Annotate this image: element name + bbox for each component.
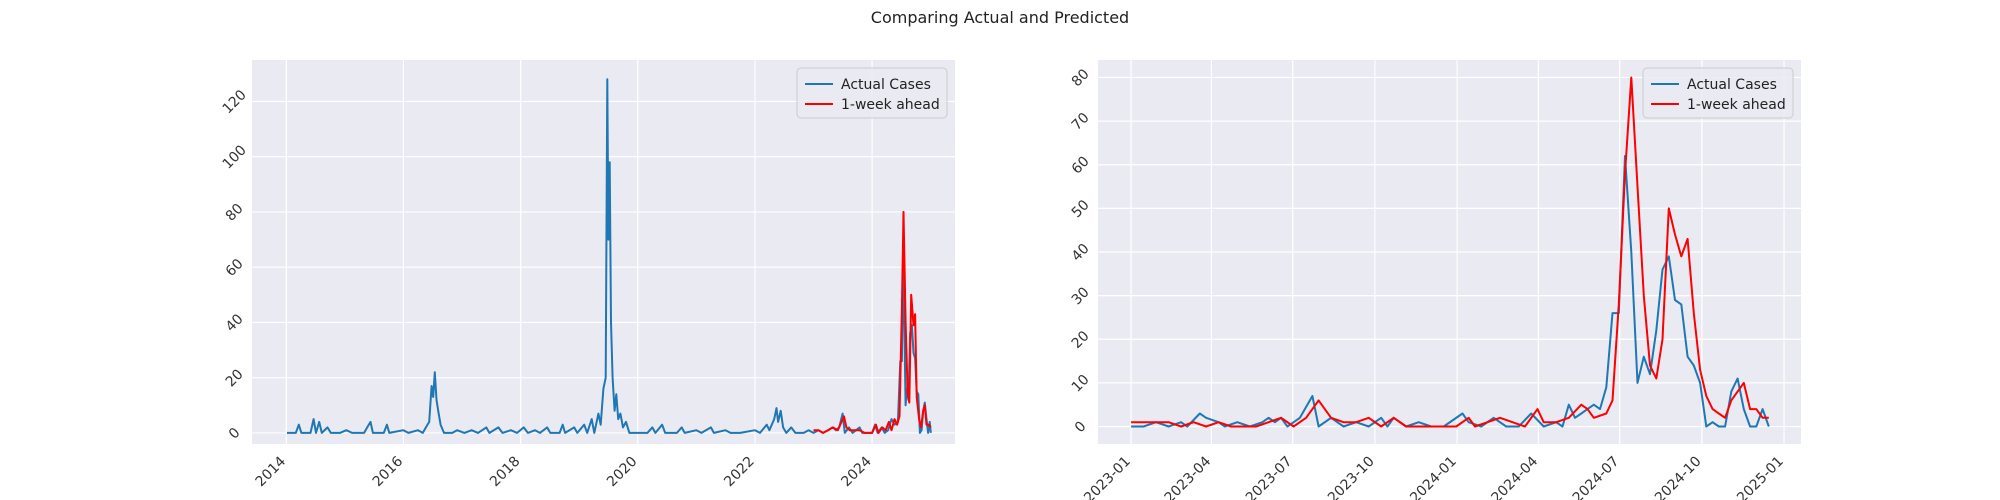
legend-label: 1-week ahead xyxy=(1687,97,1786,113)
series-line-2 xyxy=(813,210,932,434)
y-tick-label: 20 xyxy=(223,366,247,390)
y-tick-label: 40 xyxy=(1069,241,1093,265)
y-tick-label: 20 xyxy=(1069,328,1093,352)
y-tick-label: 60 xyxy=(1069,153,1093,177)
y-tick-label: 30 xyxy=(1069,284,1093,308)
y-tick-label: 70 xyxy=(1069,110,1093,134)
x-tick-label: 2014 xyxy=(253,453,290,490)
legend: Actual Cases 1-week ahead xyxy=(1642,67,1794,119)
y-tick-label: 80 xyxy=(223,201,247,225)
series-line-1 xyxy=(287,78,932,434)
series-line-1 xyxy=(1131,155,1770,428)
x-tick-label: 2022 xyxy=(721,454,758,491)
x-tick-label: 2023-07 xyxy=(1243,454,1296,500)
y-tick-label: 10 xyxy=(1069,372,1093,396)
legend-box xyxy=(796,67,948,119)
legend: Actual Cases 1-week ahead xyxy=(796,67,948,119)
x-tick-label: 2024-07 xyxy=(1570,454,1623,500)
chart-panel-2: 0 10 20 30 40 50 60 70 80 2023-01 2023-04 2023-07 20… xyxy=(1069,60,1801,500)
series-line-2 xyxy=(1131,76,1769,428)
y-tick-label: 100 xyxy=(220,142,250,172)
legend-label: Actual Cases xyxy=(841,77,931,93)
y-tick-label: 0 xyxy=(1072,418,1090,436)
legend-label: 1-week ahead xyxy=(841,97,940,113)
x-tick-label: 2024-10 xyxy=(1652,454,1705,500)
y-tick-label: 60 xyxy=(223,256,247,280)
y-tick-label: 80 xyxy=(1069,66,1093,90)
y-tick-label: 120 xyxy=(220,87,250,117)
legend-label: Actual Cases xyxy=(1687,77,1777,93)
x-tick-label: 2024-04 xyxy=(1489,453,1542,500)
legend-box xyxy=(1642,67,1794,119)
figure-title: Comparing Actual and Predicted xyxy=(870,8,1130,27)
x-tick-label: 2023-10 xyxy=(1325,454,1378,500)
chart-panel-1: 0 20 40 60 80 100 120 2014 2016 2018 2020 2022 2024 A… xyxy=(220,60,955,490)
y-tick-label: 40 xyxy=(223,311,247,335)
x-tick-label: 2023-01 xyxy=(1081,454,1134,500)
x-tick-label: 2018 xyxy=(487,454,524,491)
x-tick-label: 2020 xyxy=(604,454,641,491)
plot-area xyxy=(252,60,955,444)
x-tick-label: 2016 xyxy=(370,453,407,490)
x-tick-label: 2025-01 xyxy=(1734,454,1787,500)
y-tick-label: 50 xyxy=(1069,197,1093,221)
x-tick-label: 2024 xyxy=(838,453,875,490)
y-tick-label: 0 xyxy=(226,425,244,443)
x-tick-label: 2023-04 xyxy=(1162,453,1215,500)
x-tick-label: 2024-01 xyxy=(1407,454,1460,500)
